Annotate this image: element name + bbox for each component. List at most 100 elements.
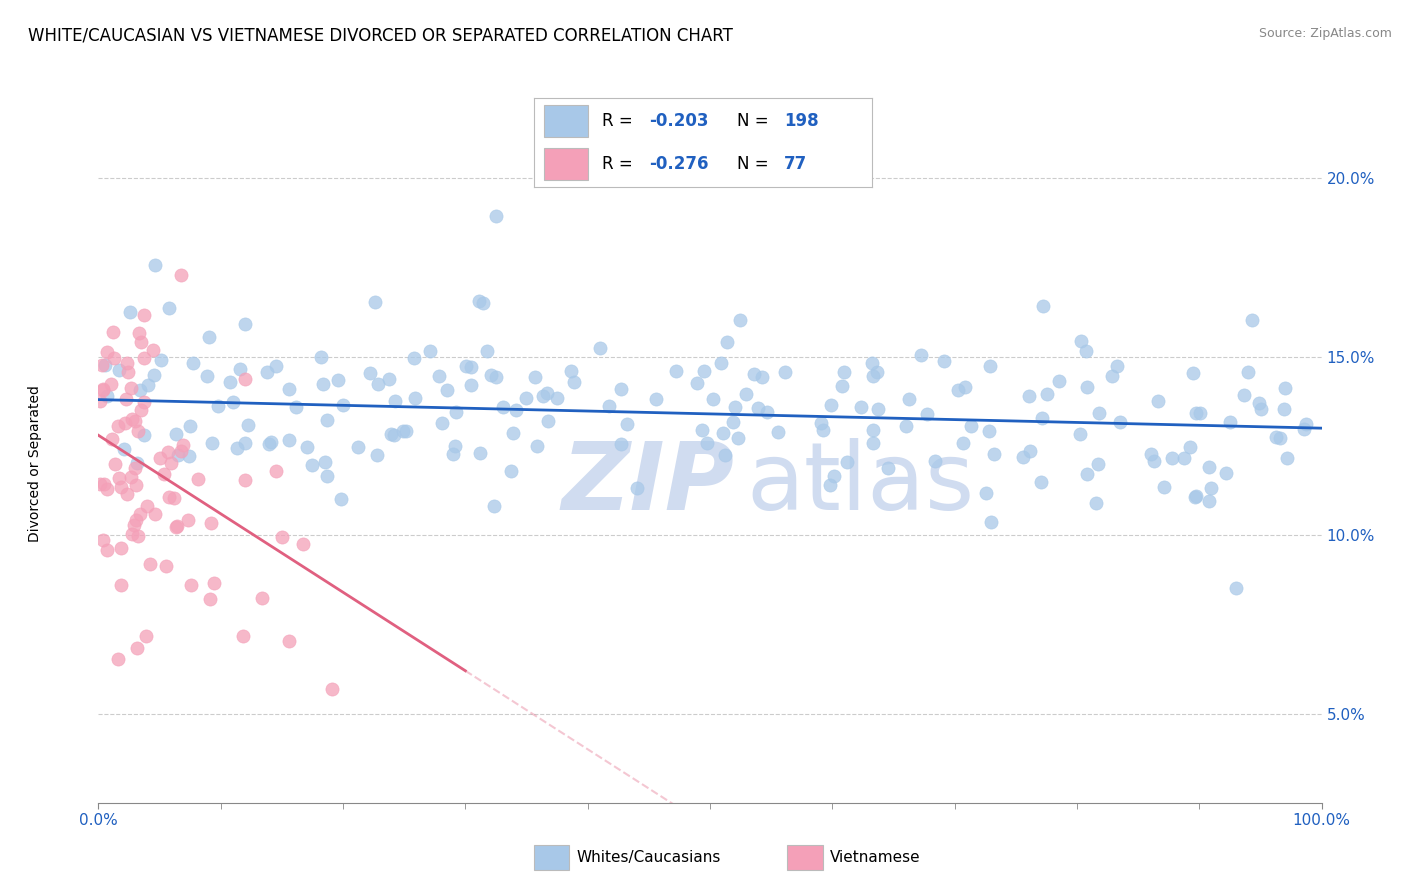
Point xyxy=(367,376,389,391)
Point xyxy=(1084,496,1107,510)
Point xyxy=(100,376,122,391)
Point xyxy=(155,558,177,573)
Point xyxy=(810,416,832,430)
Point xyxy=(1233,388,1256,402)
Point xyxy=(1074,343,1097,358)
Point xyxy=(110,578,132,592)
Point xyxy=(443,439,465,453)
Point xyxy=(742,368,765,382)
Point xyxy=(235,473,257,487)
Point xyxy=(1047,374,1070,388)
Point xyxy=(444,405,467,419)
Point xyxy=(187,472,209,486)
Point xyxy=(120,470,142,484)
Point xyxy=(1218,415,1240,429)
Point xyxy=(107,363,129,377)
Point xyxy=(1185,406,1208,420)
Text: R =: R = xyxy=(602,155,638,173)
Point xyxy=(309,350,332,364)
Point xyxy=(270,530,292,544)
Point xyxy=(693,364,716,378)
Point xyxy=(686,376,709,390)
Point xyxy=(256,365,278,379)
Point xyxy=(866,365,889,379)
Point xyxy=(1264,430,1286,444)
Point xyxy=(860,356,883,370)
Point xyxy=(589,341,612,355)
Point xyxy=(366,448,388,462)
Point xyxy=(773,365,796,379)
Point xyxy=(526,439,548,453)
Point xyxy=(1011,450,1033,464)
Point xyxy=(90,358,112,372)
Point xyxy=(136,377,159,392)
Point xyxy=(277,633,299,648)
Point xyxy=(723,400,745,414)
Point xyxy=(910,348,932,362)
Point xyxy=(862,423,884,437)
Point xyxy=(832,365,855,379)
Text: Vietnamese: Vietnamese xyxy=(830,850,920,864)
Point xyxy=(1225,581,1247,595)
Text: N =: N = xyxy=(737,112,773,130)
Point xyxy=(125,478,148,492)
Point xyxy=(868,401,890,416)
Point xyxy=(107,419,129,434)
Point xyxy=(382,427,405,442)
Point xyxy=(948,384,970,398)
Point xyxy=(179,419,201,434)
Point xyxy=(820,398,842,412)
Point xyxy=(404,392,426,406)
Point xyxy=(129,402,152,417)
FancyBboxPatch shape xyxy=(544,105,588,137)
Point xyxy=(1147,393,1170,408)
Point xyxy=(709,355,731,369)
Point xyxy=(278,433,301,447)
Point xyxy=(818,478,841,492)
Point xyxy=(419,343,441,358)
Point xyxy=(157,490,180,504)
Point xyxy=(932,354,955,368)
Point xyxy=(960,418,983,433)
Point xyxy=(219,376,242,390)
Point xyxy=(976,485,998,500)
Point xyxy=(170,268,193,283)
Point xyxy=(315,469,337,483)
Point xyxy=(91,533,114,548)
Point xyxy=(301,458,323,473)
Point xyxy=(295,440,318,454)
Point xyxy=(727,431,749,445)
Point xyxy=(1140,447,1163,461)
Point xyxy=(180,578,202,592)
Point xyxy=(94,359,117,373)
Point xyxy=(91,382,114,396)
Point xyxy=(229,362,252,376)
Point xyxy=(139,557,162,571)
Point xyxy=(1035,386,1057,401)
Point xyxy=(430,417,453,431)
Point xyxy=(537,414,560,428)
Point xyxy=(983,448,1005,462)
Point xyxy=(257,437,280,451)
Point xyxy=(979,359,1001,373)
Point xyxy=(1160,451,1182,466)
Point xyxy=(332,398,354,412)
Point xyxy=(756,405,779,419)
Point xyxy=(531,389,554,403)
Point xyxy=(143,258,166,272)
Point xyxy=(93,476,115,491)
Point xyxy=(953,380,976,394)
Point xyxy=(181,356,204,370)
Point xyxy=(292,536,315,550)
Point xyxy=(260,435,283,450)
Point xyxy=(115,487,138,501)
Point xyxy=(207,399,229,413)
Point xyxy=(121,411,143,425)
Point xyxy=(347,440,370,454)
Point xyxy=(714,448,737,462)
Point xyxy=(1294,422,1316,436)
Point xyxy=(468,294,491,309)
Point xyxy=(200,516,222,531)
Point xyxy=(502,425,524,440)
Point xyxy=(1101,368,1123,383)
